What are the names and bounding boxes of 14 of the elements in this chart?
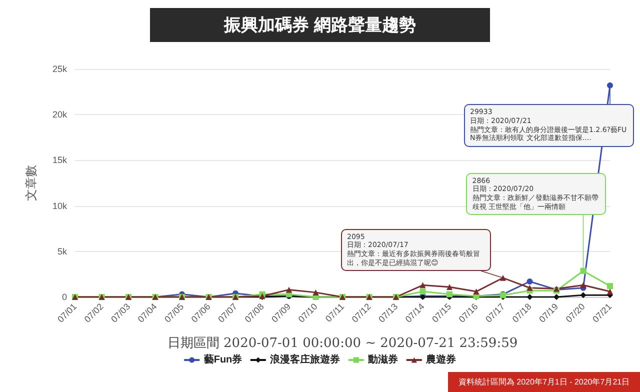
- chart-title: 振興加碼券 網路聲量趨勢: [223, 16, 416, 34]
- y-tick-label: 25k: [52, 64, 68, 74]
- legend-label: 浪漫客庄旅遊券: [269, 354, 342, 366]
- legend-label: 藝Fun券: [202, 354, 244, 366]
- y-tick-label: 15k: [52, 155, 68, 166]
- x-axis-title: 日期區間 2020-07-01 00:00:00 ~ 2020-07-21 23:59:59: [167, 336, 518, 351]
- legend-label: 動滋券: [367, 354, 400, 366]
- y-axis-title: 文章數: [24, 165, 38, 201]
- legend-label: 農遊券: [425, 354, 458, 366]
- y-tick-label: 5k: [57, 246, 68, 256]
- y-tick-label: 20k: [52, 110, 68, 120]
- y-tick-label: 10k: [52, 200, 68, 211]
- text: 資料統計區間為 2020年7月1日 - 2020年7月21日: [458, 378, 630, 386]
- y-tick-label: 0: [62, 292, 67, 302]
